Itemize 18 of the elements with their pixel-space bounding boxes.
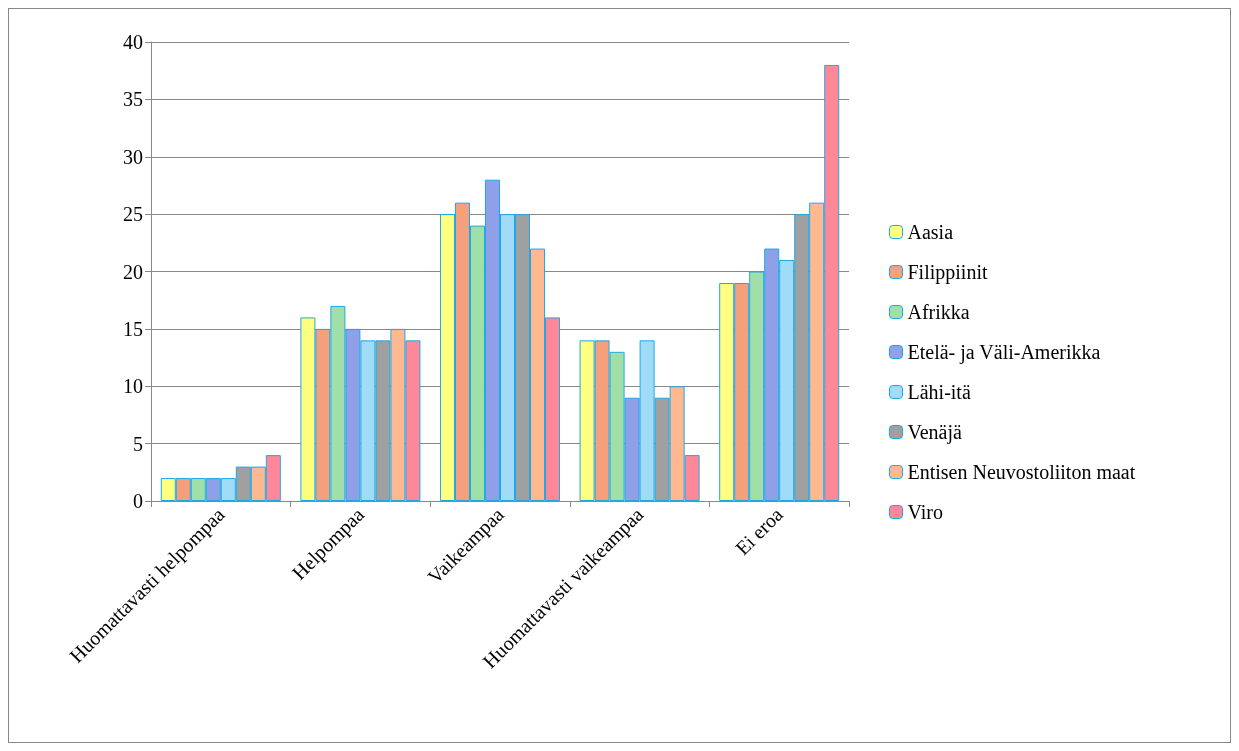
- x-tick-label: Ei eroa: [731, 503, 788, 560]
- y-tick-label: 0: [133, 490, 143, 512]
- legend-label: Venäjä: [907, 421, 963, 444]
- legend-label: Entisen Neuvostoliiton maat: [907, 461, 1136, 483]
- y-tick-label: 25: [123, 203, 143, 226]
- legend-label: Afrikka: [907, 301, 970, 323]
- y-tick-label: 35: [123, 88, 143, 111]
- legend-label: Aasia: [907, 221, 954, 243]
- y-tick-label: 20: [123, 260, 143, 283]
- y-tick-label: 30: [123, 145, 143, 168]
- legend-label: Etelä- ja Väli-Amerikka: [907, 341, 1101, 364]
- legend-label: Lähi-itä: [907, 381, 971, 403]
- legend-label: Filippiinit: [907, 261, 988, 284]
- y-tick-label: 10: [123, 375, 143, 398]
- y-tick-label: 40: [123, 31, 143, 53]
- legend-label: Viro: [907, 501, 943, 523]
- y-tick-label: 15: [123, 317, 143, 340]
- y-tick-label: 5: [133, 432, 143, 455]
